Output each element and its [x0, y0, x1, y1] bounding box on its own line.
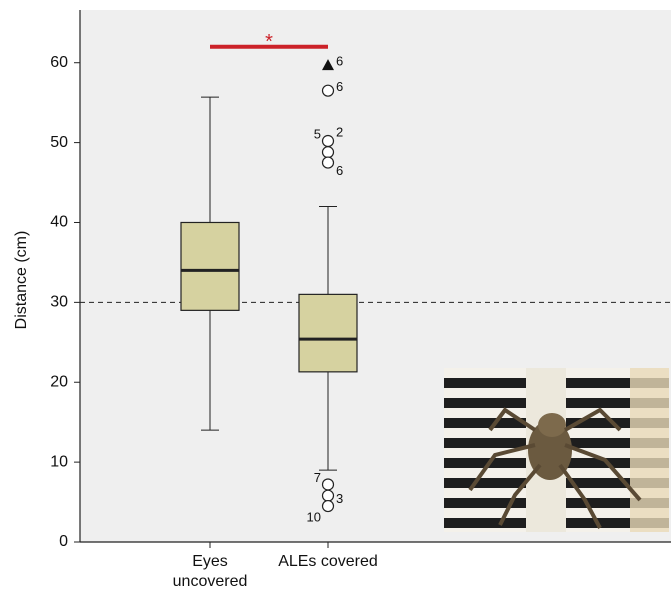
outlier [323, 85, 334, 96]
outlier [323, 147, 334, 158]
y-tick-label: 50 [50, 134, 68, 151]
outlier [323, 490, 334, 501]
chart: Distance (cm) 0 10 20 30 40 50 60 * 6 6 25 6 73 10 [0, 0, 671, 600]
x-tick-label: Eyes uncovered [155, 552, 265, 592]
x-tick-label: ALEs covered [273, 552, 383, 572]
outlier-label: 6 [336, 79, 343, 94]
y-tick-label: 10 [50, 453, 68, 470]
page: Distance (cm) 0 10 20 30 40 50 60 * 6 6 25 6 73 10 Ey… [0, 0, 671, 600]
y-axis-label: Distance (cm) [13, 231, 30, 330]
y-tick-label: 0 [59, 533, 68, 550]
outlier-label: 7 [314, 470, 321, 485]
outlier-label: 5 [314, 126, 321, 141]
outlier-label: 6 [336, 163, 343, 178]
outlier-label: 6 [336, 54, 343, 69]
significance-label: * [265, 31, 273, 53]
outlier [323, 479, 334, 490]
y-tick-label: 20 [50, 373, 68, 390]
outlier-label: 2 [336, 124, 343, 139]
box [181, 222, 239, 310]
y-tick-label: 60 [50, 54, 68, 71]
outlier [323, 136, 334, 147]
outlier-label: 10 [307, 509, 321, 524]
y-tick-label: 30 [50, 294, 68, 311]
outlier-label: 3 [336, 491, 343, 506]
outlier [323, 157, 334, 168]
outlier [323, 501, 334, 512]
photo-inset [444, 368, 669, 532]
box [299, 294, 357, 371]
y-tick-label: 40 [50, 214, 68, 231]
